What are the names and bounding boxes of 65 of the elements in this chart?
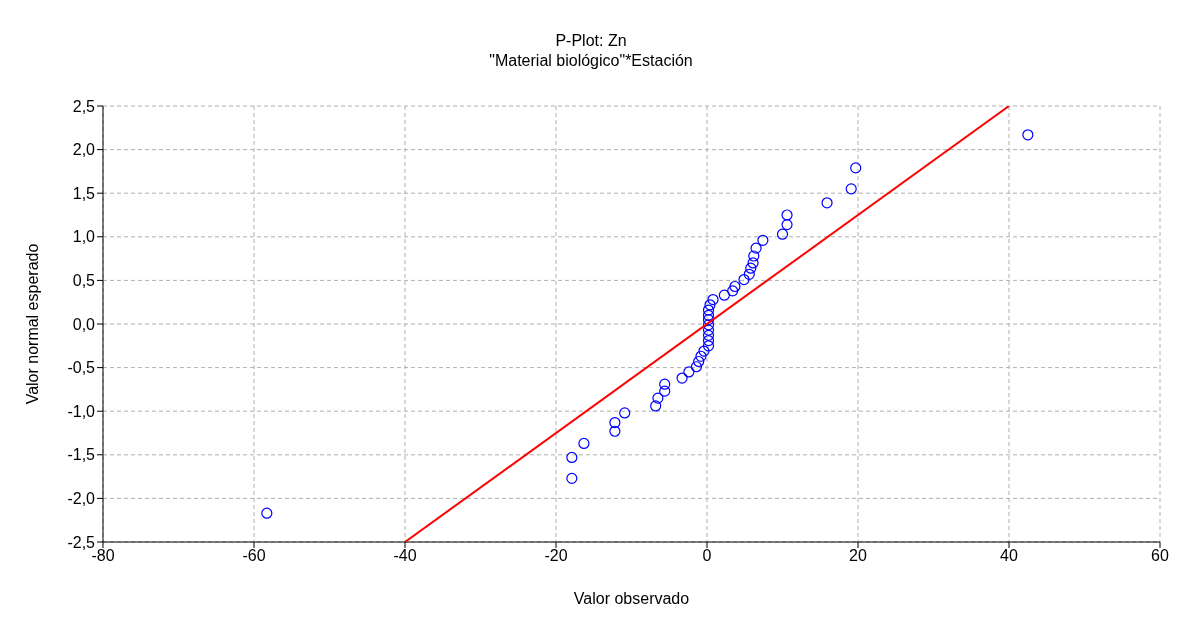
- point: [727, 285, 739, 297]
- point: [704, 299, 716, 311]
- point: [659, 378, 671, 390]
- point: [578, 437, 590, 450]
- point: [718, 289, 730, 301]
- point: [850, 162, 862, 174]
- point: [745, 262, 757, 274]
- point: [702, 309, 715, 321]
- point: [821, 197, 833, 209]
- point: [609, 416, 621, 429]
- y-axis-title: Valor normal esperado: [23, 243, 41, 405]
- point: [781, 218, 793, 231]
- y-tick-label: 1,5: [72, 184, 96, 202]
- point: [702, 324, 715, 336]
- y-tick-label: 1,0: [72, 228, 96, 246]
- point: [750, 242, 762, 254]
- chart-title: P-Plot: Zn: [554, 32, 628, 50]
- point: [743, 268, 755, 280]
- point: [707, 293, 719, 306]
- point: [729, 280, 741, 293]
- point: [702, 304, 715, 316]
- x-tick-label: -60: [242, 547, 266, 565]
- point: [757, 234, 769, 246]
- x-tick-label: 40: [1000, 547, 1018, 565]
- y-tick-label: 0,0: [72, 315, 96, 333]
- point: [609, 425, 621, 437]
- y-tick-label: -1,0: [67, 402, 96, 420]
- point: [566, 451, 578, 464]
- point: [693, 355, 705, 368]
- point: [566, 472, 578, 484]
- x-tick-label: -20: [544, 547, 568, 565]
- point: [738, 273, 750, 286]
- point: [845, 183, 857, 195]
- point: [702, 319, 715, 331]
- point: [683, 366, 695, 378]
- point: [698, 345, 710, 357]
- x-tick-label: -40: [393, 547, 417, 565]
- x-tick-label: 0: [702, 547, 712, 565]
- point: [1022, 129, 1034, 141]
- y-tick-label: -1,5: [67, 446, 96, 464]
- y-tick-label: 2,5: [72, 97, 96, 115]
- y-tick-label: 0,5: [72, 272, 96, 290]
- y-tick-label: -2,0: [67, 490, 96, 508]
- point: [702, 314, 715, 326]
- point: [659, 385, 671, 397]
- point: [781, 209, 793, 221]
- point: [702, 340, 715, 352]
- point: [676, 372, 688, 384]
- point: [747, 257, 759, 269]
- point: [695, 350, 707, 362]
- x-axis-title: Valor observado: [573, 590, 690, 607]
- point: [702, 329, 715, 341]
- y-tick-label: -0,5: [67, 359, 96, 377]
- point: [748, 250, 760, 262]
- y-tick-label: 2,0: [72, 141, 96, 159]
- point: [652, 392, 664, 404]
- point: [650, 400, 662, 412]
- point: [702, 334, 715, 347]
- chart-subtitle: "Material biológico"*Estación: [488, 52, 694, 70]
- x-tick-label: 60: [1151, 547, 1169, 565]
- point: [776, 228, 789, 240]
- point: [690, 361, 703, 373]
- point: [619, 407, 631, 419]
- x-tick-label: 20: [849, 547, 867, 565]
- point: [261, 507, 273, 519]
